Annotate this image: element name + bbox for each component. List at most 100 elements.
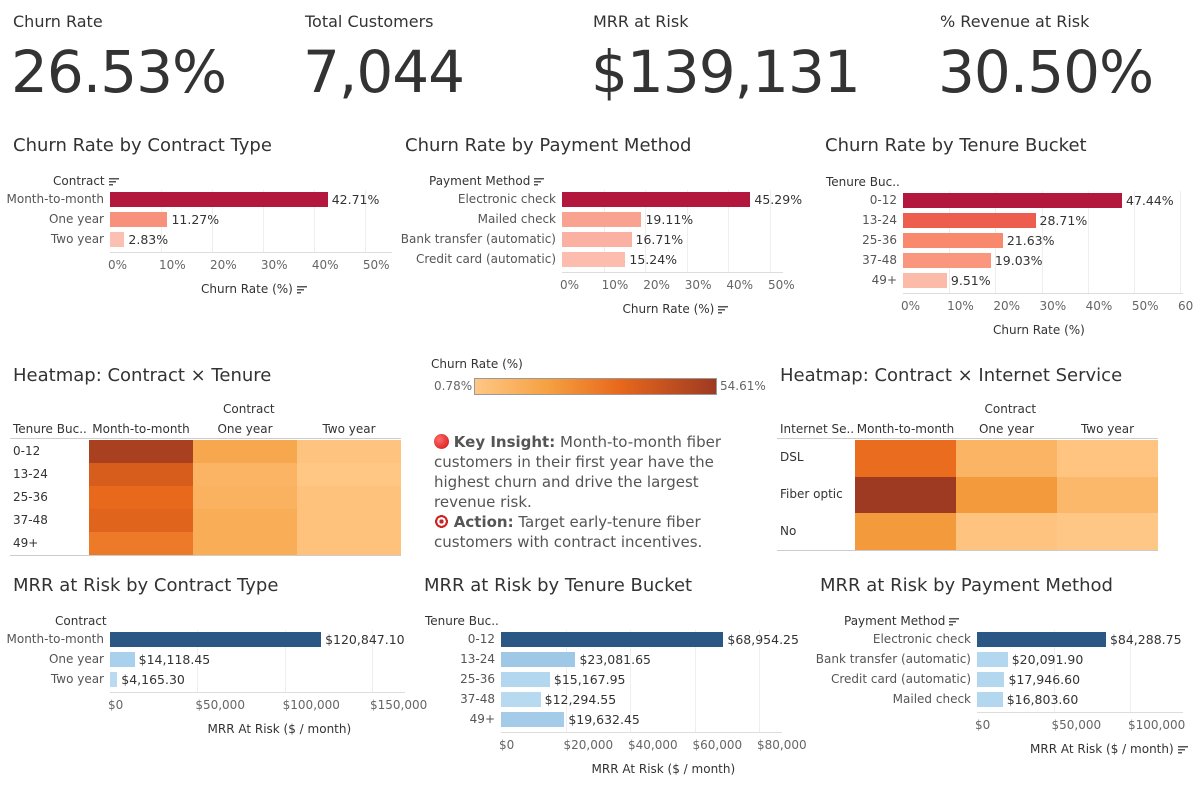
axis-title-text: MRR At Risk ($ / month) (591, 762, 736, 776)
column-header: Contract (984, 402, 1037, 416)
sort-icon[interactable] (534, 177, 545, 186)
bar[interactable] (110, 212, 168, 227)
chart-title: MRR at Risk by Contract Type (13, 575, 279, 596)
bar[interactable] (501, 652, 576, 667)
bar[interactable] (903, 193, 1122, 208)
heatmap-cell[interactable] (89, 463, 193, 487)
gridline (686, 190, 688, 272)
bar[interactable] (977, 632, 1106, 647)
bar[interactable] (501, 672, 550, 687)
bar-category-label: Month-to-month (6, 632, 105, 646)
bar[interactable] (903, 273, 947, 288)
sort-icon[interactable] (108, 177, 119, 186)
axis-title[interactable]: MRR At Risk ($ / month) (208, 722, 352, 736)
insight-text: Key Insight: Month-to-month fiber custom… (434, 432, 764, 552)
bar-value-label: $12,294.55 (544, 692, 617, 707)
bar[interactable] (562, 252, 626, 267)
bar-value-label: 11.27% (171, 212, 220, 227)
bar[interactable] (110, 672, 118, 687)
heatmap-cell[interactable] (89, 486, 193, 510)
action-label: Action: (453, 513, 514, 531)
legend-max: 54.61% (720, 379, 766, 393)
axis-title[interactable]: Churn Rate (%) (623, 302, 729, 316)
bottom-line (10, 555, 401, 556)
heatmap-cell[interactable] (956, 440, 1057, 478)
axis-title[interactable]: MRR At Risk ($ / month) (1030, 742, 1188, 756)
bar[interactable] (903, 253, 991, 268)
axis-title[interactable]: Churn Rate (%) (993, 323, 1085, 337)
dimension-header[interactable]: Tenure Buc.. (826, 175, 900, 189)
bar-category-label: 37-48 (862, 253, 897, 267)
bar-value-label: $68,954.25 (727, 632, 799, 647)
axis-tick-label: 30% (1039, 299, 1067, 313)
heatmap-cell[interactable] (1057, 513, 1158, 551)
bar[interactable] (562, 192, 751, 207)
sort-icon[interactable] (949, 617, 960, 626)
bar[interactable] (501, 692, 541, 707)
bar[interactable] (110, 232, 125, 247)
sort-icon[interactable] (718, 305, 729, 314)
heatmap-title: Heatmap: Contract × Internet Service (780, 365, 1123, 386)
kpi-value-mrr-at-risk: $139,131 (591, 38, 861, 106)
dimension-header[interactable]: Payment Method (429, 174, 545, 188)
bar[interactable] (903, 233, 1003, 248)
bar-category-label: 49+ (469, 712, 495, 726)
heatmap-cell[interactable] (297, 486, 401, 510)
bar[interactable] (501, 632, 724, 647)
heatmap-cell[interactable] (297, 532, 401, 556)
bar[interactable] (977, 652, 1008, 667)
key-insight-label: Key Insight: (453, 433, 556, 451)
heatmap-cell[interactable] (89, 440, 193, 464)
bar-category-label: Two year (50, 232, 104, 246)
heatmap-cell[interactable] (956, 513, 1057, 551)
axis-title-text: Churn Rate (%) (201, 282, 293, 296)
bar[interactable] (562, 212, 642, 227)
axis-title[interactable]: MRR At Risk ($ / month) (592, 762, 736, 776)
sort-icon[interactable] (296, 285, 307, 294)
gridline (630, 630, 631, 732)
heatmap-cell[interactable] (855, 513, 956, 551)
axis-title-text: MRR At Risk ($ / month) (1030, 742, 1174, 756)
column-label: Month-to-month (92, 422, 190, 436)
bar[interactable] (977, 692, 1003, 707)
bar-value-label: 16.71% (635, 232, 684, 247)
gridline (759, 630, 760, 732)
heatmap-cell[interactable] (1057, 440, 1158, 478)
column-label: Month-to-month (856, 422, 955, 436)
heatmap-cell[interactable] (193, 486, 297, 510)
heatmap-cell[interactable] (297, 509, 401, 533)
dimension-header[interactable]: Payment Method (844, 614, 960, 628)
axis-title[interactable]: Churn Rate (%) (201, 282, 307, 296)
heatmap-cell[interactable] (89, 532, 193, 556)
bar-category-label: 49+ (871, 273, 897, 287)
red-circle-icon (434, 434, 449, 449)
dimension-header[interactable]: Contract (55, 614, 107, 628)
heatmap-cell[interactable] (855, 440, 956, 478)
heatmap-cell[interactable] (956, 476, 1057, 514)
bar[interactable] (903, 213, 1036, 228)
heatmap-cell[interactable] (89, 509, 193, 533)
bar[interactable] (110, 632, 322, 647)
bar-category-label: 13-24 (460, 652, 495, 666)
heatmap-cell[interactable] (855, 476, 956, 514)
axis-tick-label: 10% (601, 278, 629, 292)
bar[interactable] (110, 192, 328, 207)
heatmap-cell[interactable] (193, 532, 297, 556)
bar-value-label: 45.29% (754, 192, 803, 207)
heatmap-cell[interactable] (193, 509, 297, 533)
axis-tick-label: 50% (362, 258, 390, 272)
bar[interactable] (562, 232, 632, 247)
dimension-header[interactable]: Contract (53, 174, 119, 188)
bar[interactable] (501, 712, 565, 727)
bar[interactable] (110, 652, 135, 667)
heatmap-cell[interactable] (297, 440, 401, 464)
heatmap-cell[interactable] (193, 463, 297, 487)
bar[interactable] (977, 672, 1005, 687)
heatmap-cell[interactable] (297, 463, 401, 487)
dimension-header[interactable]: Tenure Buc.. (425, 614, 499, 628)
gridline (1130, 630, 1131, 712)
heatmap-cell[interactable] (193, 440, 297, 464)
heatmap-cell[interactable] (1057, 476, 1158, 514)
sort-icon[interactable] (1177, 745, 1188, 754)
dimension-label: Contract (53, 174, 105, 188)
